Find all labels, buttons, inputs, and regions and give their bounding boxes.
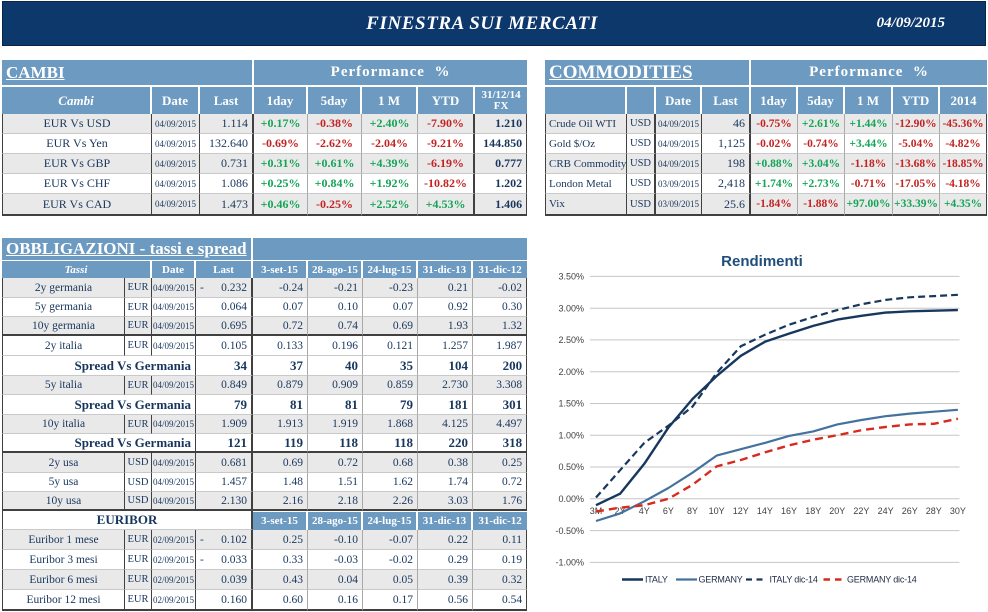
svg-text:0.00%: 0.00% — [558, 494, 584, 504]
svg-text:-1.00%: -1.00% — [555, 558, 584, 568]
svg-text:2.00%: 2.00% — [558, 367, 584, 377]
svg-text:2.50%: 2.50% — [558, 335, 584, 345]
svg-text:ITALY dic-14: ITALY dic-14 — [770, 575, 818, 585]
svg-text:0.50%: 0.50% — [558, 462, 584, 472]
svg-text:24Y: 24Y — [878, 506, 894, 516]
svg-text:-0.50%: -0.50% — [555, 526, 584, 536]
svg-text:Rendimenti: Rendimenti — [721, 253, 803, 270]
svg-text:14Y: 14Y — [757, 506, 773, 516]
svg-text:4Y: 4Y — [639, 506, 650, 516]
svg-text:20Y: 20Y — [829, 506, 845, 516]
svg-text:3.50%: 3.50% — [558, 272, 584, 282]
svg-text:10Y: 10Y — [709, 506, 725, 516]
svg-text:6Y: 6Y — [663, 506, 674, 516]
svg-text:8Y: 8Y — [687, 506, 698, 516]
svg-text:GERMANY dic-14: GERMANY dic-14 — [847, 575, 917, 585]
svg-text:28Y: 28Y — [926, 506, 942, 516]
svg-text:GERMANY: GERMANY — [699, 575, 743, 585]
svg-text:ITALY: ITALY — [645, 575, 668, 585]
svg-text:3.00%: 3.00% — [558, 303, 584, 313]
svg-text:12Y: 12Y — [733, 506, 749, 516]
svg-text:1.50%: 1.50% — [558, 399, 584, 409]
svg-text:30Y: 30Y — [950, 506, 966, 516]
svg-text:26Y: 26Y — [902, 506, 918, 516]
svg-text:18Y: 18Y — [805, 506, 821, 516]
svg-text:2Y: 2Y — [615, 506, 626, 516]
svg-text:22Y: 22Y — [853, 506, 869, 516]
svg-text:1.00%: 1.00% — [558, 430, 584, 440]
svg-text:16Y: 16Y — [781, 506, 797, 516]
